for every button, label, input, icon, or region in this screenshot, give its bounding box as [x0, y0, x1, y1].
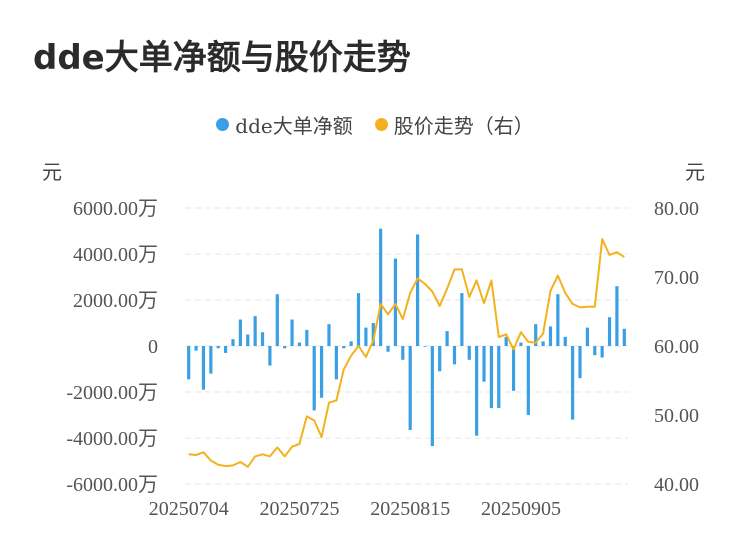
bar[interactable] — [356, 293, 361, 346]
bar[interactable] — [430, 346, 434, 447]
x-tick-label: 20250905 — [481, 498, 561, 520]
left-tick-label: -6000.00万 — [66, 474, 158, 496]
bar[interactable] — [578, 346, 582, 379]
bar[interactable] — [238, 319, 242, 346]
chart-title: dde大单净额与股价走势 — [33, 38, 411, 78]
bar[interactable] — [593, 346, 597, 356]
bar[interactable] — [534, 324, 538, 346]
bar[interactable] — [364, 327, 368, 346]
left-axis-unit: 元 — [42, 160, 62, 184]
bar[interactable] — [445, 331, 449, 346]
bar[interactable] — [260, 332, 265, 346]
right-tick-label: 80.00 — [654, 198, 699, 220]
bar[interactable] — [548, 326, 553, 346]
bar[interactable] — [519, 342, 523, 346]
price-line[interactable] — [188, 238, 625, 468]
legend-item-price[interactable]: 股价走势（右） — [374, 110, 534, 139]
bar[interactable] — [342, 346, 346, 349]
legend-bar-swatch — [216, 118, 230, 131]
right-tick-label: 60.00 — [654, 336, 699, 358]
right-tick-label: 50.00 — [654, 405, 699, 427]
left-tick-label: 4000.00万 — [73, 244, 158, 266]
left-tick-label: 0 — [148, 336, 158, 358]
bar[interactable] — [194, 346, 198, 351]
bar[interactable] — [556, 294, 560, 346]
bar[interactable] — [571, 346, 575, 420]
right-tick-label: 40.00 — [654, 474, 699, 496]
legend-bar-label: dde大单净额 — [235, 114, 353, 138]
left-tick-label: 6000.00万 — [73, 198, 158, 220]
bar[interactable] — [393, 258, 398, 346]
legend: dde大单净额 股价走势（右） — [0, 110, 750, 139]
bar[interactable] — [467, 346, 471, 360]
bar[interactable] — [438, 346, 442, 372]
left-tick-label: 2000.00万 — [73, 290, 158, 312]
bar[interactable] — [615, 286, 619, 346]
right-tick-label: 70.00 — [654, 267, 699, 289]
x-tick-label: 20250704 — [149, 498, 229, 520]
legend-item-dde[interactable]: dde大单净额 — [216, 110, 353, 139]
line-series — [188, 238, 625, 468]
bar[interactable] — [290, 319, 294, 346]
bar[interactable] — [327, 324, 331, 346]
bar-series — [187, 228, 626, 447]
bar[interactable] — [452, 346, 457, 365]
bar[interactable] — [541, 341, 545, 346]
bar[interactable] — [489, 346, 494, 409]
axis-ticks: 6000.00万 4000.00万 2000.00万 0 -2000.00万 -4000.… — [66, 198, 699, 520]
x-tick-label: 20250725 — [259, 498, 339, 520]
bar[interactable] — [622, 328, 626, 346]
bar[interactable] — [401, 346, 405, 360]
x-tick-label: 20250815 — [370, 498, 450, 520]
bar[interactable] — [511, 346, 516, 391]
bar[interactable] — [371, 323, 375, 346]
right-axis-unit: 元 — [685, 160, 705, 184]
legend-line-label: 股价走势（右） — [393, 114, 534, 138]
bar[interactable] — [334, 346, 338, 380]
bar[interactable] — [349, 341, 353, 346]
bar[interactable] — [386, 346, 390, 352]
bar[interactable] — [585, 327, 589, 346]
bar[interactable] — [187, 346, 191, 380]
bar[interactable] — [482, 346, 486, 382]
bar[interactable] — [475, 346, 479, 436]
bar[interactable] — [460, 293, 464, 346]
bar[interactable] — [224, 346, 228, 353]
bar[interactable] — [423, 346, 427, 347]
bar[interactable] — [607, 317, 612, 346]
bar[interactable] — [415, 234, 420, 346]
bar[interactable] — [216, 346, 220, 349]
bar[interactable] — [275, 294, 279, 346]
bar[interactable] — [563, 336, 567, 346]
bar[interactable] — [268, 346, 272, 366]
legend-line-swatch — [374, 118, 388, 131]
bar[interactable] — [246, 334, 250, 347]
bar[interactable] — [209, 346, 213, 374]
grid-lines — [185, 207, 628, 485]
bar[interactable] — [497, 346, 501, 409]
bar[interactable] — [297, 342, 302, 346]
bar[interactable] — [283, 346, 287, 349]
bar[interactable] — [504, 336, 508, 346]
bar[interactable] — [231, 339, 235, 346]
bar[interactable] — [253, 316, 257, 346]
bar[interactable] — [201, 346, 206, 390]
left-tick-label: -4000.00万 — [66, 428, 158, 450]
bar[interactable] — [600, 346, 604, 358]
bar[interactable] — [379, 228, 383, 346]
left-tick-label: -2000.00万 — [66, 382, 158, 404]
bar[interactable] — [408, 346, 412, 430]
bar[interactable] — [305, 329, 309, 346]
bar[interactable] — [526, 346, 530, 415]
bar[interactable] — [319, 346, 324, 398]
bar[interactable] — [312, 346, 316, 411]
